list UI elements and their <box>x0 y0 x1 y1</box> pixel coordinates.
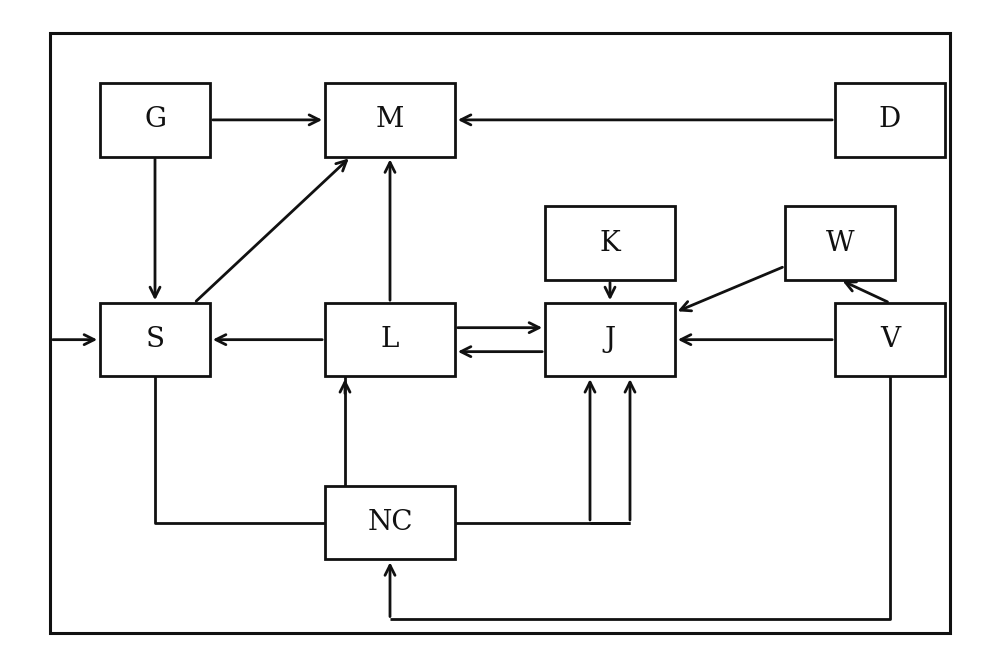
Bar <box>835 303 945 376</box>
Text: G: G <box>144 107 166 133</box>
Bar <box>835 83 945 157</box>
Text: NC: NC <box>367 509 413 536</box>
Text: D: D <box>879 107 901 133</box>
Bar <box>100 303 210 376</box>
Bar <box>325 303 455 376</box>
Text: V: V <box>880 326 900 353</box>
Text: J: J <box>604 326 616 353</box>
Text: L: L <box>381 326 399 353</box>
Bar <box>785 206 895 280</box>
Text: W: W <box>826 230 854 256</box>
Text: S: S <box>146 326 164 353</box>
Bar <box>100 83 210 157</box>
Bar <box>325 83 455 157</box>
Text: M: M <box>376 107 404 133</box>
Bar <box>545 206 675 280</box>
Bar <box>325 486 455 559</box>
Bar <box>545 303 675 376</box>
Text: K: K <box>600 230 620 256</box>
